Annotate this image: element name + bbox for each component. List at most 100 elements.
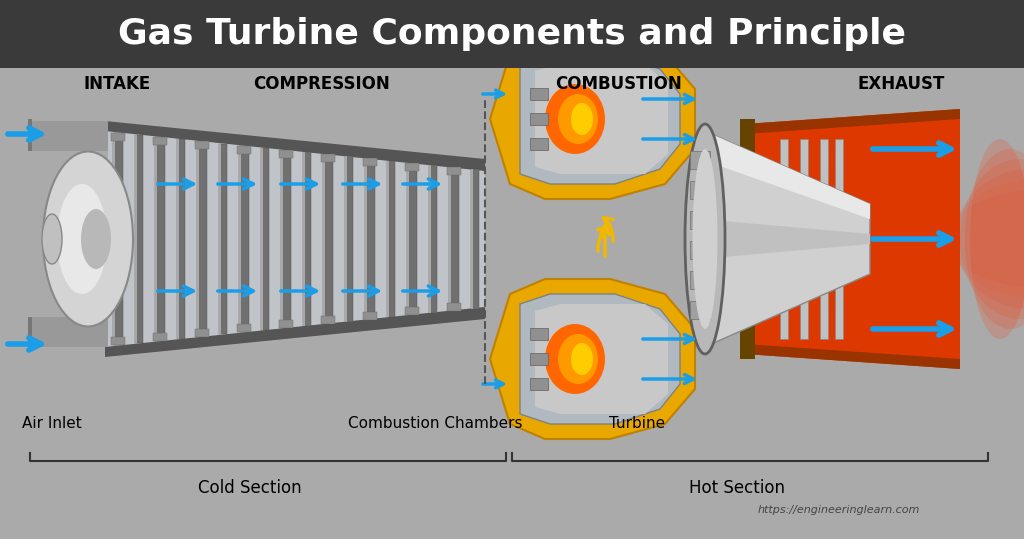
Ellipse shape	[961, 159, 1024, 319]
Polygon shape	[520, 294, 680, 424]
Polygon shape	[28, 119, 32, 151]
Polygon shape	[700, 129, 870, 349]
Polygon shape	[303, 152, 311, 326]
Polygon shape	[239, 146, 249, 333]
Bar	[530, 328, 548, 340]
Bar	[690, 271, 710, 289]
Bar	[362, 158, 377, 167]
Bar	[690, 211, 710, 229]
Text: https://engineeringlearn.com: https://engineeringlearn.com	[758, 505, 921, 515]
Bar	[111, 133, 125, 141]
Ellipse shape	[970, 139, 1024, 339]
Ellipse shape	[43, 151, 133, 327]
Bar	[406, 163, 419, 171]
Polygon shape	[365, 158, 375, 320]
Bar	[690, 181, 710, 199]
Bar	[530, 138, 548, 150]
Polygon shape	[323, 154, 325, 324]
Polygon shape	[197, 141, 207, 336]
Polygon shape	[429, 165, 437, 313]
Bar	[690, 151, 710, 169]
Polygon shape	[345, 156, 353, 322]
Polygon shape	[135, 135, 143, 343]
Ellipse shape	[955, 169, 1024, 309]
Polygon shape	[177, 140, 179, 338]
Polygon shape	[239, 146, 241, 333]
Bar	[195, 329, 209, 336]
Polygon shape	[105, 307, 485, 357]
Ellipse shape	[558, 334, 598, 384]
Polygon shape	[745, 109, 961, 369]
Polygon shape	[105, 121, 485, 171]
Bar	[279, 320, 293, 328]
Ellipse shape	[81, 209, 111, 269]
Ellipse shape	[545, 324, 605, 394]
Ellipse shape	[965, 149, 1024, 329]
Bar	[279, 150, 293, 158]
Polygon shape	[471, 169, 473, 309]
Bar	[780, 139, 788, 339]
Polygon shape	[113, 133, 123, 345]
Text: COMPRESSION: COMPRESSION	[254, 75, 390, 93]
Polygon shape	[449, 167, 459, 311]
Text: Turbine: Turbine	[609, 417, 666, 432]
Bar	[530, 88, 548, 100]
Polygon shape	[155, 137, 165, 341]
Polygon shape	[30, 121, 108, 151]
Polygon shape	[535, 64, 668, 174]
Polygon shape	[135, 135, 137, 343]
Polygon shape	[407, 163, 417, 315]
Polygon shape	[471, 169, 479, 309]
Ellipse shape	[950, 179, 1024, 299]
Polygon shape	[30, 317, 108, 347]
Text: Hot Section: Hot Section	[689, 479, 785, 497]
Polygon shape	[520, 54, 680, 184]
Polygon shape	[219, 143, 221, 334]
Text: Cold Section: Cold Section	[199, 479, 302, 497]
Text: COMBUSTION: COMBUSTION	[556, 75, 682, 93]
Polygon shape	[490, 279, 695, 439]
Bar	[195, 141, 209, 149]
Polygon shape	[387, 161, 395, 317]
Bar	[237, 146, 251, 154]
Polygon shape	[700, 129, 870, 219]
Polygon shape	[745, 344, 961, 369]
Polygon shape	[261, 148, 263, 330]
Ellipse shape	[57, 184, 106, 294]
Bar	[153, 333, 167, 341]
Polygon shape	[387, 161, 389, 317]
Bar	[0, 0, 1024, 68]
Ellipse shape	[945, 189, 1024, 289]
Bar	[530, 353, 548, 365]
Polygon shape	[700, 219, 870, 259]
Ellipse shape	[692, 149, 718, 329]
Ellipse shape	[558, 94, 598, 144]
Text: Air Inlet: Air Inlet	[22, 417, 82, 432]
Bar	[530, 113, 548, 125]
Ellipse shape	[571, 343, 593, 375]
Bar	[111, 337, 125, 345]
Text: Gas Turbine Components and Principle: Gas Turbine Components and Principle	[118, 17, 906, 51]
Polygon shape	[219, 143, 227, 334]
Bar	[835, 139, 843, 339]
Polygon shape	[197, 141, 199, 336]
Polygon shape	[281, 150, 283, 328]
Polygon shape	[177, 140, 185, 338]
Text: Combustion Chambers: Combustion Chambers	[348, 417, 522, 432]
Polygon shape	[303, 152, 305, 326]
Ellipse shape	[42, 214, 62, 264]
Polygon shape	[261, 148, 269, 330]
Polygon shape	[28, 317, 32, 347]
Polygon shape	[108, 131, 485, 347]
Polygon shape	[535, 304, 668, 414]
Polygon shape	[429, 165, 431, 313]
Bar	[690, 241, 710, 259]
Bar	[153, 137, 167, 145]
Polygon shape	[449, 167, 451, 311]
Polygon shape	[740, 119, 755, 359]
Bar	[237, 324, 251, 333]
Ellipse shape	[571, 103, 593, 135]
Bar	[447, 303, 461, 311]
Polygon shape	[490, 39, 695, 199]
Bar	[406, 307, 419, 315]
